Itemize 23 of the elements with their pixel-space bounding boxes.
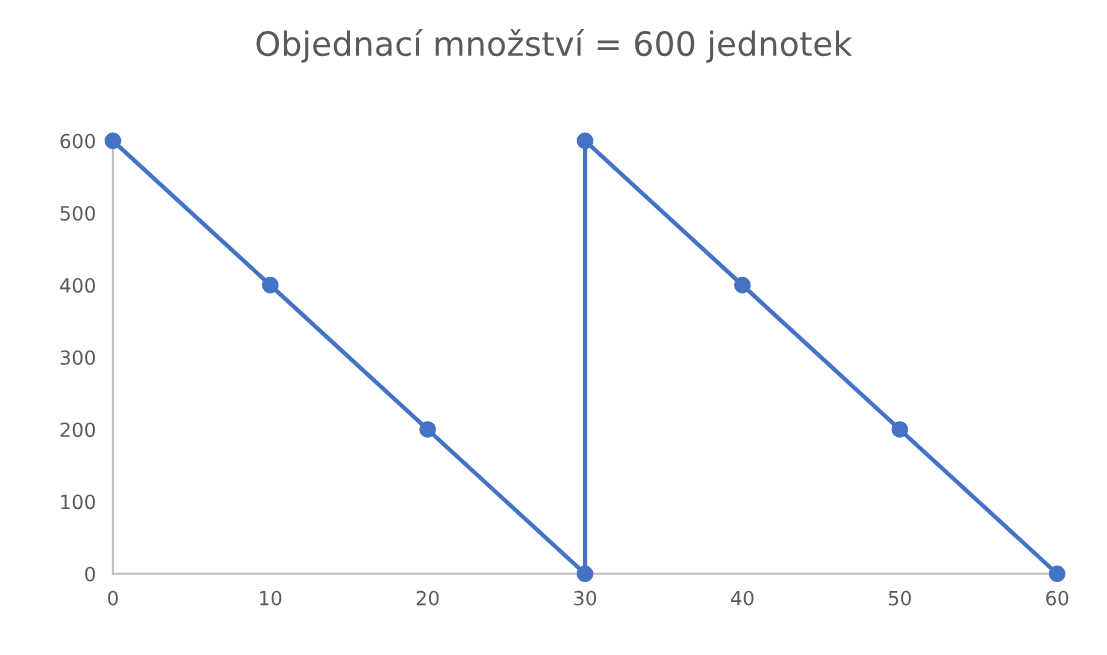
x-tick-label: 50 [888, 590, 911, 606]
point [1048, 565, 1066, 583]
x-tick-label: 40 [731, 590, 754, 606]
point [734, 276, 751, 294]
y-tick-label: 0 [85, 566, 95, 582]
x-tick-label: 60 [1046, 590, 1069, 606]
point [104, 132, 122, 150]
chart-title: Objednací množství = 600 jednotek [256, 29, 853, 63]
y-tick-label: 300 [60, 350, 95, 365]
x-tick-label: 30 [574, 590, 597, 606]
x-tick-label: 20 [416, 590, 439, 606]
point [576, 132, 594, 150]
y-tick-label: 400 [60, 278, 95, 293]
point [891, 421, 909, 438]
y-tick-label: 500 [60, 205, 95, 221]
point [576, 565, 594, 583]
y-tick-label: 600 [60, 133, 95, 149]
y-tick-label: 200 [60, 422, 95, 438]
y-tick-label: 100 [61, 494, 95, 510]
point [261, 276, 279, 294]
point [419, 421, 437, 438]
x-tick-label: 10 [260, 590, 282, 606]
x-tick-label: 0 [108, 590, 118, 606]
